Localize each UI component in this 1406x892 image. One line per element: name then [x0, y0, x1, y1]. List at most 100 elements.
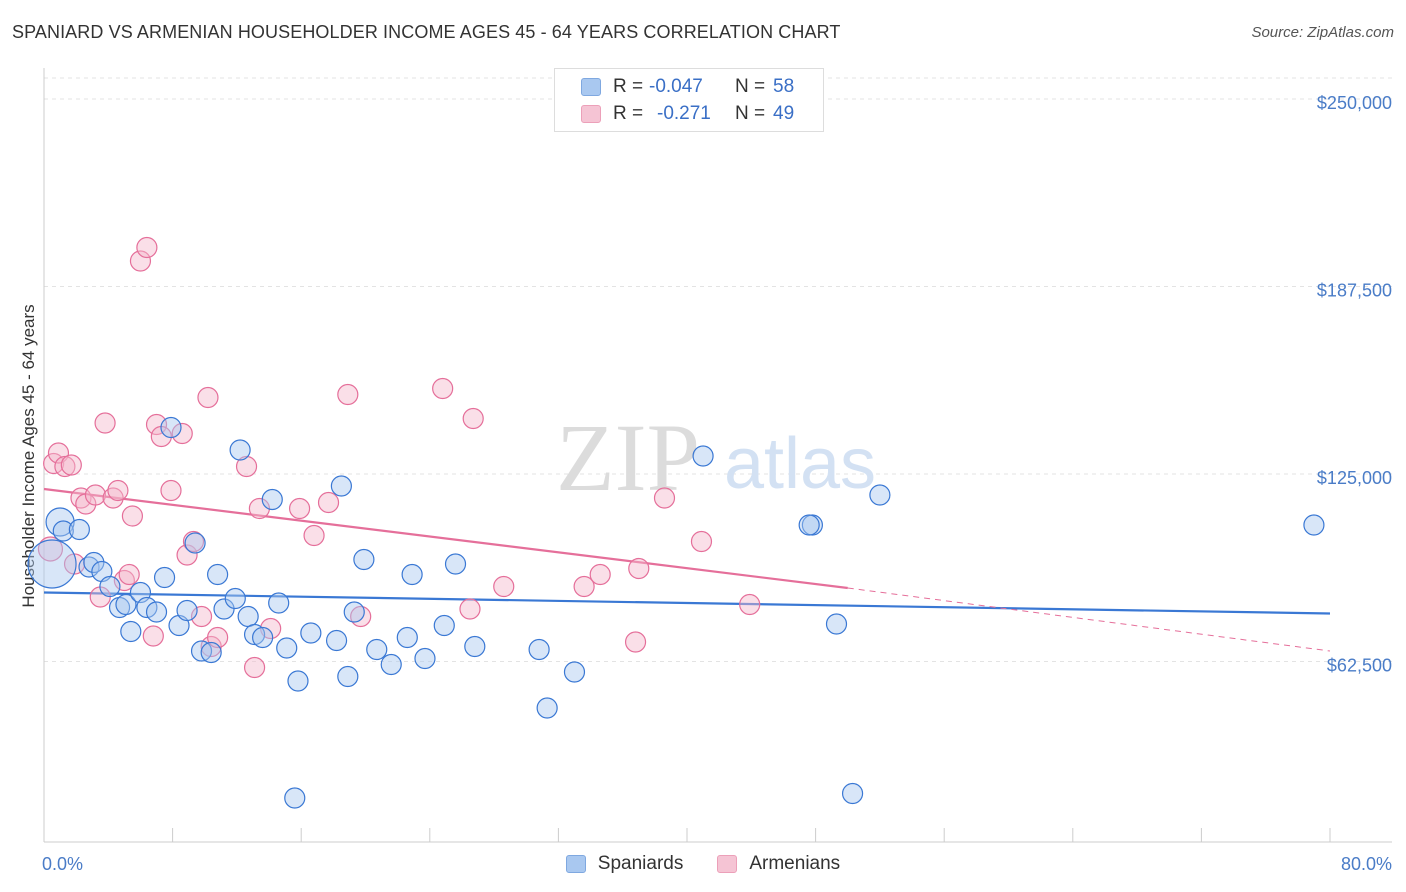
armenians-swatch	[581, 105, 601, 123]
spaniards-point	[184, 532, 206, 554]
armenians-point	[628, 557, 650, 580]
armenians-point	[690, 530, 713, 553]
spaniards-point	[536, 697, 558, 719]
armenians-point	[303, 524, 325, 547]
spaniards-point	[444, 553, 467, 575]
armenians-point	[182, 530, 205, 553]
armenians-point	[37, 536, 64, 562]
armenians-points	[37, 236, 761, 679]
watermark-zip: ZIP	[556, 404, 700, 511]
armenians-point	[243, 656, 266, 679]
spaniards-point	[414, 647, 436, 670]
armenians-point	[142, 625, 164, 647]
spaniards-point	[115, 593, 137, 616]
spaniards-point	[869, 484, 891, 506]
spaniards-point	[798, 514, 820, 536]
spaniards-point	[396, 626, 418, 649]
spaniards-point	[287, 670, 309, 692]
y-tick-label: $250,000	[1317, 93, 1392, 113]
armenians-point	[84, 484, 107, 506]
spaniards-point	[229, 439, 251, 461]
armenians-trend-line	[43, 487, 848, 590]
spaniards-point	[276, 637, 298, 659]
armenians-point	[459, 598, 481, 620]
armenians-point	[462, 407, 484, 430]
armenians-point	[160, 479, 182, 502]
legend-r-value: -0.271	[657, 103, 711, 124]
x-tick-labels: 0.0% 80.0%	[42, 854, 1392, 874]
armenians-point	[573, 575, 595, 598]
legend-r-value: -0.047	[649, 76, 703, 97]
legend-r-label: R =	[613, 76, 644, 97]
legend-item-spaniards[interactable]: Spaniards	[565, 852, 684, 876]
spaniards-point	[153, 566, 176, 589]
armenians-point	[171, 422, 193, 445]
legend-label-spaniards: Spaniards	[597, 853, 684, 874]
legend-label-armenians: Armenians	[749, 853, 841, 874]
armenians-point	[739, 593, 761, 616]
spaniards-point	[99, 575, 121, 598]
spaniards-point	[464, 635, 486, 658]
spaniards-trend-line	[43, 591, 1331, 615]
spaniards-point	[176, 599, 198, 622]
grid-lines	[44, 77, 1392, 662]
trend-lines	[43, 487, 1331, 652]
spaniards-point	[284, 787, 306, 809]
armenians-point	[176, 544, 198, 566]
spaniards-point	[261, 488, 283, 511]
legend-n-label: N =	[735, 103, 766, 124]
spaniards-point	[83, 551, 105, 574]
spaniards-point	[528, 638, 550, 661]
stats-legend: R = -0.047 N = 58 R = -0.271 N = 49	[554, 68, 824, 132]
spaniards-point	[330, 475, 352, 497]
series-legend: Spaniards Armenians	[0, 852, 1406, 876]
armenians-point	[60, 454, 82, 476]
spaniards-legend-swatch	[565, 855, 586, 873]
spaniards-point	[825, 613, 848, 635]
armenians-point	[54, 455, 76, 478]
spaniards-point	[300, 622, 322, 644]
armenians-trend-extension	[847, 587, 1331, 652]
legend-n-value: 49	[773, 103, 795, 124]
spaniards-point	[380, 653, 402, 676]
spaniards-point	[237, 605, 259, 628]
chart-title: SPANIARD VS ARMENIAN HOUSEHOLDER INCOME …	[12, 22, 841, 42]
spaniards-point	[120, 620, 142, 643]
y-tick-label: $187,500	[1317, 281, 1392, 301]
armenians-point	[653, 487, 676, 509]
armenians-point	[493, 575, 515, 598]
legend-r-label: R =	[613, 103, 644, 124]
armenians-point	[317, 491, 340, 514]
watermark: ZIP atlas	[556, 404, 876, 511]
spaniards-point	[353, 548, 375, 571]
armenians-point	[197, 386, 219, 409]
watermark-atlas: atlas	[724, 424, 876, 504]
armenians-point	[589, 563, 611, 586]
spaniards-point	[841, 782, 864, 805]
armenians-point	[624, 631, 647, 653]
armenians-point	[129, 250, 152, 272]
spaniards-point	[68, 518, 90, 541]
spaniards-point	[433, 614, 455, 637]
armenians-point	[136, 236, 158, 259]
spaniards-points	[27, 416, 1325, 809]
spaniards-point	[325, 629, 348, 652]
spaniards-point	[27, 539, 77, 589]
y-tick-labels: $62,500 $125,000 $187,500 $250,000	[1317, 93, 1392, 676]
armenians-point	[337, 383, 359, 406]
armenians-point	[260, 617, 282, 640]
source-label: Source: ZipAtlas.com	[1251, 24, 1394, 41]
x-tick-label: 0.0%	[42, 854, 83, 874]
legend-n-value: 58	[773, 76, 795, 97]
spaniards-point	[1303, 514, 1325, 536]
spaniards-point	[401, 563, 423, 586]
spaniards-point	[243, 623, 266, 646]
spaniards-point	[207, 563, 229, 586]
y-tick-label: $62,500	[1327, 656, 1392, 676]
spaniards-point	[268, 592, 290, 614]
legend-item-armenians[interactable]: Armenians	[717, 852, 840, 876]
armenians-point	[118, 563, 140, 586]
armenians-point	[432, 377, 454, 400]
legend-row-armenians: R = -0.271 N = 49	[581, 102, 794, 126]
